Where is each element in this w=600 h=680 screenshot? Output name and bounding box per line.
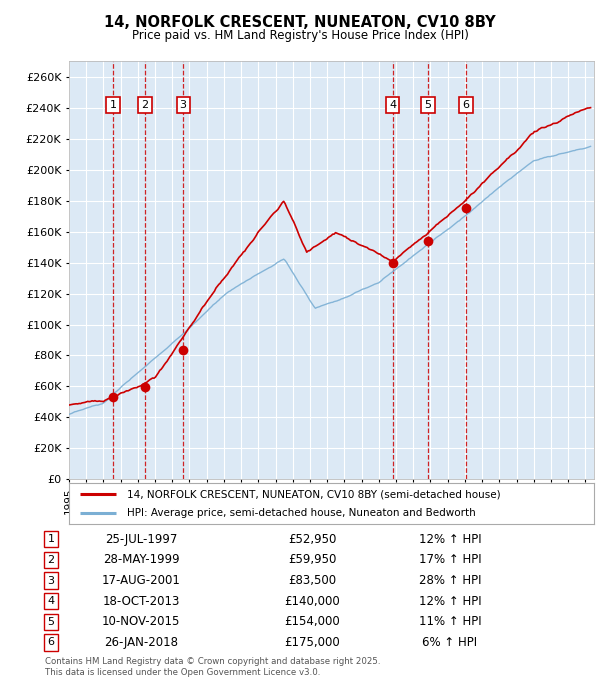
Text: 6% ↑ HPI: 6% ↑ HPI [422, 636, 478, 649]
Text: HPI: Average price, semi-detached house, Nuneaton and Bedworth: HPI: Average price, semi-detached house,… [127, 509, 476, 518]
Text: 17% ↑ HPI: 17% ↑ HPI [419, 554, 481, 566]
Text: 17-AUG-2001: 17-AUG-2001 [101, 574, 181, 587]
Text: £52,950: £52,950 [288, 533, 336, 546]
Text: 18-OCT-2013: 18-OCT-2013 [103, 595, 179, 608]
Text: 5: 5 [425, 100, 431, 110]
Text: 1: 1 [47, 534, 55, 545]
Text: 1: 1 [110, 100, 116, 110]
Text: 28-MAY-1999: 28-MAY-1999 [103, 554, 179, 566]
Text: 6: 6 [463, 100, 470, 110]
Text: 28% ↑ HPI: 28% ↑ HPI [419, 574, 481, 587]
Text: Contains HM Land Registry data © Crown copyright and database right 2025.
This d: Contains HM Land Registry data © Crown c… [45, 657, 380, 677]
Text: Price paid vs. HM Land Registry's House Price Index (HPI): Price paid vs. HM Land Registry's House … [131, 29, 469, 41]
Text: 12% ↑ HPI: 12% ↑ HPI [419, 595, 481, 608]
Text: 2: 2 [142, 100, 148, 110]
Text: 5: 5 [47, 617, 55, 627]
Text: 25-JUL-1997: 25-JUL-1997 [105, 533, 177, 546]
Text: 10-NOV-2015: 10-NOV-2015 [102, 615, 180, 628]
Text: 14, NORFOLK CRESCENT, NUNEATON, CV10 8BY (semi-detached house): 14, NORFOLK CRESCENT, NUNEATON, CV10 8BY… [127, 489, 500, 499]
Text: 4: 4 [389, 100, 396, 110]
Text: 3: 3 [47, 575, 55, 585]
Text: 4: 4 [47, 596, 55, 607]
Text: £83,500: £83,500 [288, 574, 336, 587]
Text: 6: 6 [47, 637, 55, 647]
Text: 26-JAN-2018: 26-JAN-2018 [104, 636, 178, 649]
Text: 12% ↑ HPI: 12% ↑ HPI [419, 533, 481, 546]
Text: 2: 2 [47, 555, 55, 565]
Text: 14, NORFOLK CRESCENT, NUNEATON, CV10 8BY: 14, NORFOLK CRESCENT, NUNEATON, CV10 8BY [104, 15, 496, 30]
Text: £59,950: £59,950 [288, 554, 336, 566]
Text: £140,000: £140,000 [284, 595, 340, 608]
Text: 11% ↑ HPI: 11% ↑ HPI [419, 615, 481, 628]
Text: 3: 3 [179, 100, 187, 110]
Text: £154,000: £154,000 [284, 615, 340, 628]
Text: £175,000: £175,000 [284, 636, 340, 649]
